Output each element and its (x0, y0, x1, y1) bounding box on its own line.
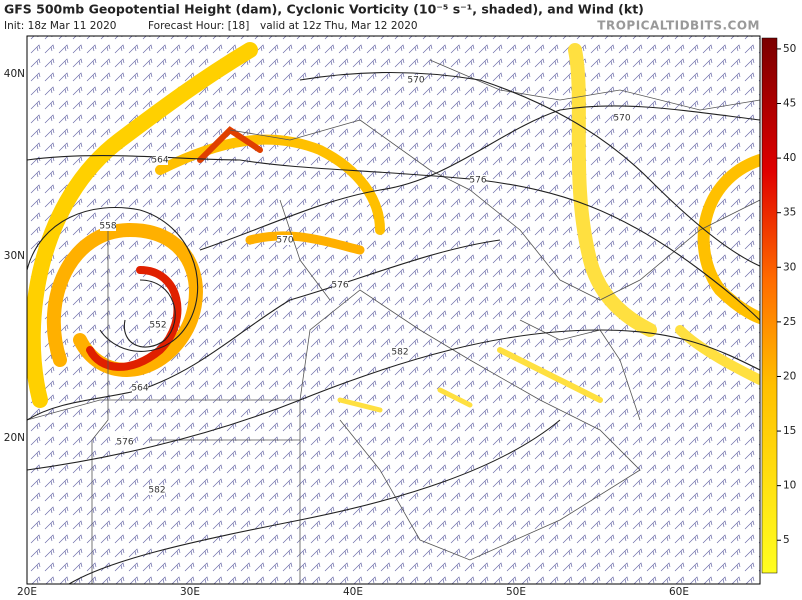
contour-label: 576 (331, 281, 348, 291)
contour-label-bg (100, 221, 116, 231)
contour-label-bg (149, 485, 165, 495)
contour-label-bg (408, 75, 424, 85)
contour-label: 552 (149, 321, 166, 331)
forecast-hour: Forecast Hour: [18] (148, 20, 249, 32)
contour-label: 582 (391, 348, 408, 358)
colorbar-label: 10 (783, 480, 796, 492)
contour-label: 576 (469, 176, 486, 186)
contour-label-bg (150, 320, 166, 330)
contour-label: 570 (613, 114, 630, 124)
valid-time: valid at 12z Thu, Mar 12 2020 (260, 20, 418, 32)
colorbar-label: 25 (783, 316, 796, 328)
colorbar-label: 5 (783, 534, 790, 546)
contour-label-bg (117, 437, 133, 447)
contour-label-bg (392, 347, 408, 357)
contour-label-bg (277, 235, 293, 245)
contour-label: 570 (276, 236, 293, 246)
lat-label: 20N (4, 432, 25, 444)
colorbar-label: 50 (783, 43, 796, 55)
colorbar-label: 30 (783, 261, 796, 273)
contour-label-bg (614, 113, 630, 123)
colorbar-label: 35 (783, 207, 796, 219)
contour-label: 564 (151, 156, 168, 166)
lon-label: 50E (506, 586, 526, 598)
colorbar-label: 15 (783, 425, 796, 437)
contour-label: 570 (407, 76, 424, 86)
map-frame (26, 35, 761, 585)
lon-label: 40E (343, 586, 363, 598)
contour-label: 582 (148, 486, 165, 496)
lon-label: 60E (669, 586, 689, 598)
contour-label-bg (152, 155, 168, 165)
lon-label: 30E (180, 586, 200, 598)
colorbar (761, 37, 778, 574)
lat-label: 30N (4, 250, 25, 262)
lat-label: 40N (4, 68, 25, 80)
colorbar-label: 40 (783, 152, 796, 164)
contour-label: 576 (116, 438, 133, 448)
init: Init: 18z Mar 11 2020 (4, 20, 116, 32)
contour-label: 564 (131, 384, 148, 394)
contour-label: 558 (99, 222, 116, 232)
lon-label: 20E (17, 586, 37, 598)
watermark: TROPICALTIDBITS.COM (597, 19, 760, 33)
contour-label-bg (470, 175, 486, 185)
colorbar-label: 20 (783, 370, 796, 382)
title: GFS 500mb Geopotential Height (dam), Cyc… (4, 2, 644, 17)
contour-label-bg (332, 280, 348, 290)
contour-label-bg (132, 383, 148, 393)
colorbar-label: 45 (783, 98, 796, 110)
map (27, 36, 760, 584)
